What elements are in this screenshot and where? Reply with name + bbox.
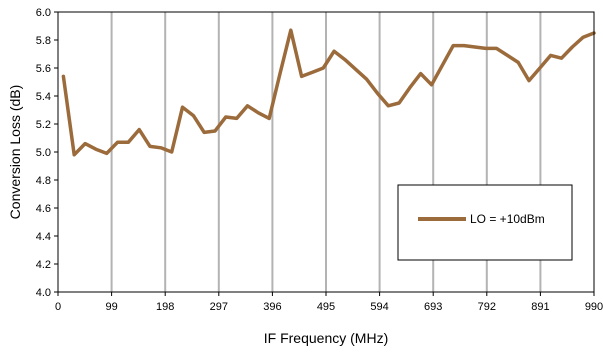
y-tick-label: 5.8 [36,35,51,47]
y-tick-label: 5.6 [36,63,51,75]
y-tick-label: 5.4 [36,91,51,103]
x-tick-label: 0 [55,301,61,313]
y-tick-label: 5.0 [36,147,51,159]
y-tick-label: 4.6 [36,203,51,215]
y-tick-label: 4.8 [36,175,51,187]
legend: LO = +10dBm [397,184,573,261]
x-tick-label: 297 [210,301,228,313]
y-tick-label: 4.4 [36,231,51,243]
plot-border [57,11,595,293]
x-tick-label: 495 [317,301,335,313]
x-tick-label: 594 [370,301,388,313]
y-axis-title: Conversion Loss (dB) [7,85,23,220]
axis-ticks [54,11,595,296]
x-tick-label: 990 [585,301,603,313]
x-tick-label: 198 [156,301,174,313]
x-tick-label: 891 [531,301,549,313]
x-tick-labels: 0 99 198 297 396 495 594 693 792 891 990 [55,301,603,313]
x-tick-label: 792 [478,301,496,313]
y-tick-label: 6.0 [36,7,51,19]
series-group [61,28,596,157]
x-tick-label: 99 [105,301,117,313]
series-line [61,28,596,157]
x-axis-title: IF Frequency (MHz) [264,330,388,346]
y-tick-label: 4.2 [36,259,51,271]
legend-box [397,184,573,261]
x-tick-label: 693 [424,301,442,313]
y-tick-labels: 4.0 4.2 4.4 4.6 4.8 5.0 5.2 5.4 5.6 5.8 6.0 [36,7,51,299]
y-tick-label: 4.0 [36,287,51,299]
legend-label: LO = +10dBm [470,212,545,226]
y-tick-label: 5.2 [36,119,51,131]
x-tick-label: 396 [263,301,281,313]
